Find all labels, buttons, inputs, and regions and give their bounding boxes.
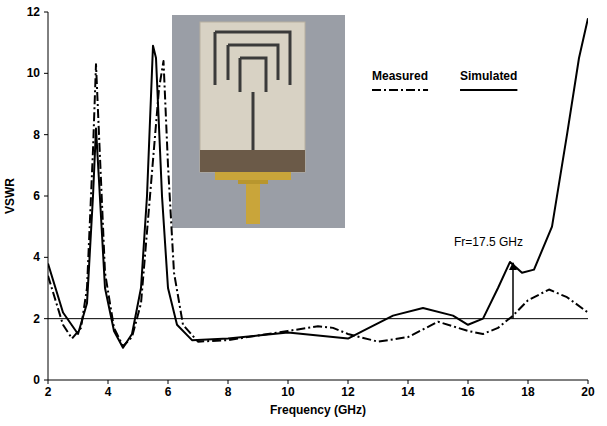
x-axis-line bbox=[48, 380, 588, 381]
axes: 2468101214161820024681012 bbox=[27, 5, 595, 399]
x-tick bbox=[528, 380, 529, 384]
x-tick bbox=[408, 380, 409, 384]
y-tick bbox=[44, 196, 48, 197]
y-tick-label: 6 bbox=[33, 189, 40, 203]
y-tick bbox=[44, 134, 48, 135]
connector-plate bbox=[215, 172, 291, 180]
x-tick bbox=[108, 380, 109, 384]
ground-plane bbox=[200, 150, 305, 172]
x-tick-label: 14 bbox=[401, 385, 415, 399]
connector-body bbox=[246, 184, 260, 224]
legend-swatch bbox=[460, 89, 517, 91]
photo-inset bbox=[172, 15, 345, 228]
y-tick bbox=[44, 12, 48, 13]
x-tick-label: 10 bbox=[281, 385, 295, 399]
x-tick bbox=[468, 380, 469, 384]
y-tick bbox=[44, 380, 48, 381]
y-axis-title: VSWR bbox=[3, 178, 17, 214]
y-tick-label: 2 bbox=[33, 312, 40, 326]
x-tick bbox=[588, 380, 589, 384]
chart: 2468101214161820024681012Frequency (GHz)… bbox=[0, 0, 607, 426]
y-tick bbox=[44, 257, 48, 258]
photo-background bbox=[172, 15, 345, 228]
series-line bbox=[48, 18, 588, 348]
x-tick-label: 4 bbox=[105, 385, 112, 399]
x-axis-title: Frequency (GHz) bbox=[270, 403, 366, 417]
y-tick-label: 0 bbox=[33, 373, 40, 387]
substrate bbox=[200, 22, 305, 172]
x-tick bbox=[48, 380, 49, 384]
legend: Measured Simulated bbox=[372, 69, 517, 90]
x-tick-label: 20 bbox=[581, 385, 595, 399]
y-tick-label: 4 bbox=[33, 250, 40, 264]
y-tick bbox=[44, 73, 48, 74]
x-tick bbox=[168, 380, 169, 384]
x-tick-label: 12 bbox=[341, 385, 355, 399]
x-tick bbox=[288, 380, 289, 384]
x-tick bbox=[228, 380, 229, 384]
x-tick-label: 2 bbox=[45, 385, 52, 399]
reference-line bbox=[48, 318, 588, 319]
legend-swatch bbox=[372, 89, 428, 91]
y-tick bbox=[44, 318, 48, 319]
x-tick bbox=[348, 380, 349, 384]
plot-area bbox=[48, 18, 588, 348]
annotation-text: Fr=17.5 GHz bbox=[454, 235, 523, 249]
y-tick-label: 12 bbox=[27, 5, 41, 19]
legend-label: Measured bbox=[372, 69, 428, 83]
x-tick-label: 8 bbox=[225, 385, 232, 399]
x-tick-label: 16 bbox=[461, 385, 475, 399]
y-tick-label: 8 bbox=[33, 128, 40, 142]
x-tick-label: 6 bbox=[165, 385, 172, 399]
legend-label: Simulated bbox=[460, 69, 517, 83]
antenna-pattern bbox=[215, 32, 290, 150]
x-tick-label: 18 bbox=[521, 385, 535, 399]
annotation-arrow bbox=[512, 263, 514, 319]
y-tick-label: 10 bbox=[27, 66, 41, 80]
series-line bbox=[48, 61, 588, 346]
